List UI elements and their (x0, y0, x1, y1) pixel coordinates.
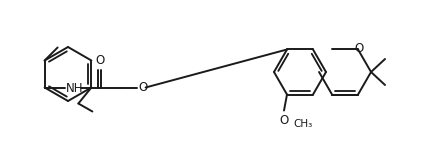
Text: O: O (95, 55, 104, 67)
Text: O: O (138, 81, 148, 94)
Text: O: O (279, 114, 289, 126)
Text: CH₃: CH₃ (293, 119, 312, 129)
Text: O: O (354, 42, 364, 55)
Text: NH: NH (66, 82, 83, 95)
